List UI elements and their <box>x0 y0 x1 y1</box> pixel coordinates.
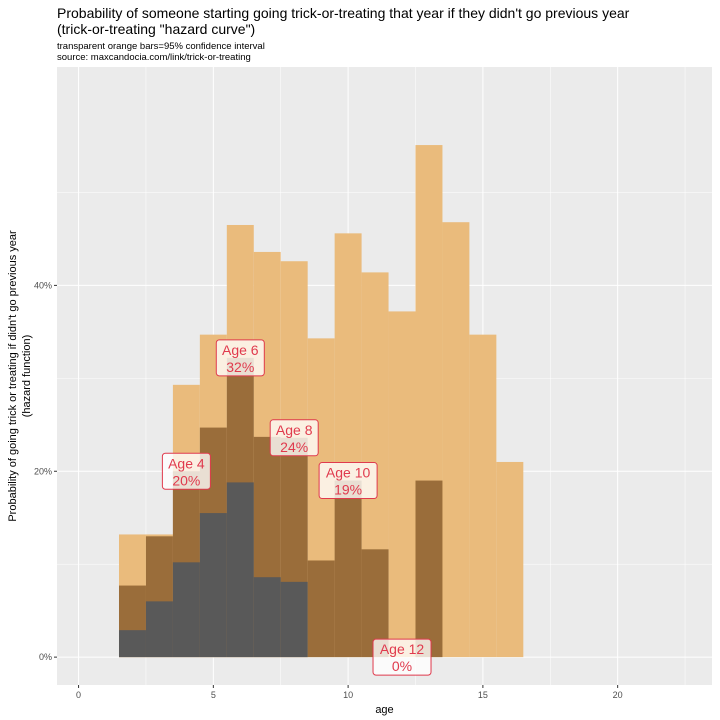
annotation-box <box>318 462 378 500</box>
estimate-bar <box>118 630 146 658</box>
annotation-value-text: 24% <box>280 439 308 455</box>
ci-bar <box>442 222 470 658</box>
annotation-age-text: Age 6 <box>222 342 259 358</box>
estimate-bar <box>145 601 173 658</box>
x-tick-label: 10 <box>343 690 353 700</box>
annotation-age-text: Age 12 <box>380 641 425 657</box>
chart-subtitle-line1: transparent orange bars=95% confidence i… <box>57 41 265 52</box>
x-tick-label: 20 <box>613 690 623 700</box>
y-axis-title-line1: Probability of going trick or treating i… <box>7 230 19 522</box>
annotation-label: Age 120% <box>372 638 432 676</box>
x-tick-label: 15 <box>478 690 488 700</box>
estimate-bar <box>172 562 200 658</box>
chart-title: Probability of someone starting going tr… <box>57 5 629 37</box>
estimate-bar <box>280 581 308 658</box>
annotation-age-text: Age 4 <box>168 455 205 471</box>
x-axis-title: age <box>375 704 393 716</box>
lower-bound-bar <box>415 480 443 658</box>
annotation-value-text: 20% <box>172 472 200 488</box>
y-tick-label: 0% <box>39 652 52 662</box>
lower-bound-bar <box>334 480 362 658</box>
ci-bar <box>496 461 524 658</box>
lower-bound-bar <box>307 560 335 658</box>
estimate-bar <box>199 513 227 658</box>
annotation-label: Age 420% <box>161 452 211 490</box>
annotation-age-text: Age 10 <box>326 465 371 481</box>
annotation-label: Age 824% <box>269 419 319 457</box>
x-tick-label: 0 <box>76 690 81 700</box>
chart-title-line2: (trick-or-treating "hazard curve") <box>57 21 256 37</box>
y-tick-label: 40% <box>34 280 52 290</box>
annotation-box <box>269 419 319 457</box>
annotation-value-text: 0% <box>392 658 412 674</box>
estimate-bar <box>226 482 254 658</box>
annotation-box <box>215 339 265 377</box>
estimate-bar <box>253 577 281 658</box>
annotation-label: Age 632% <box>215 339 265 377</box>
y-tick-label: 20% <box>34 466 52 476</box>
x-tick-label: 5 <box>211 690 216 700</box>
estimate-bars <box>118 482 308 658</box>
y-axis-ticks: 0% 20% 40% <box>34 280 57 662</box>
ci-bar <box>469 334 497 658</box>
annotation-age-text: Age 8 <box>276 422 313 438</box>
chart-subtitle: transparent orange bars=95% confidence i… <box>57 41 265 63</box>
chart-subtitle-line2: source: maxcandocia.com/link/trick-or-tr… <box>57 52 251 63</box>
x-axis-ticks: 0 5 10 15 20 <box>76 685 623 700</box>
y-axis-title-line2: (hazard function) <box>21 335 33 418</box>
annotation-box <box>161 452 211 490</box>
annotation-box <box>372 638 432 676</box>
ci-bar <box>388 311 416 658</box>
annotation-value-text: 32% <box>226 359 254 375</box>
annotation-value-text: 19% <box>334 482 362 498</box>
chart-title-line1: Probability of someone starting going tr… <box>57 5 630 21</box>
